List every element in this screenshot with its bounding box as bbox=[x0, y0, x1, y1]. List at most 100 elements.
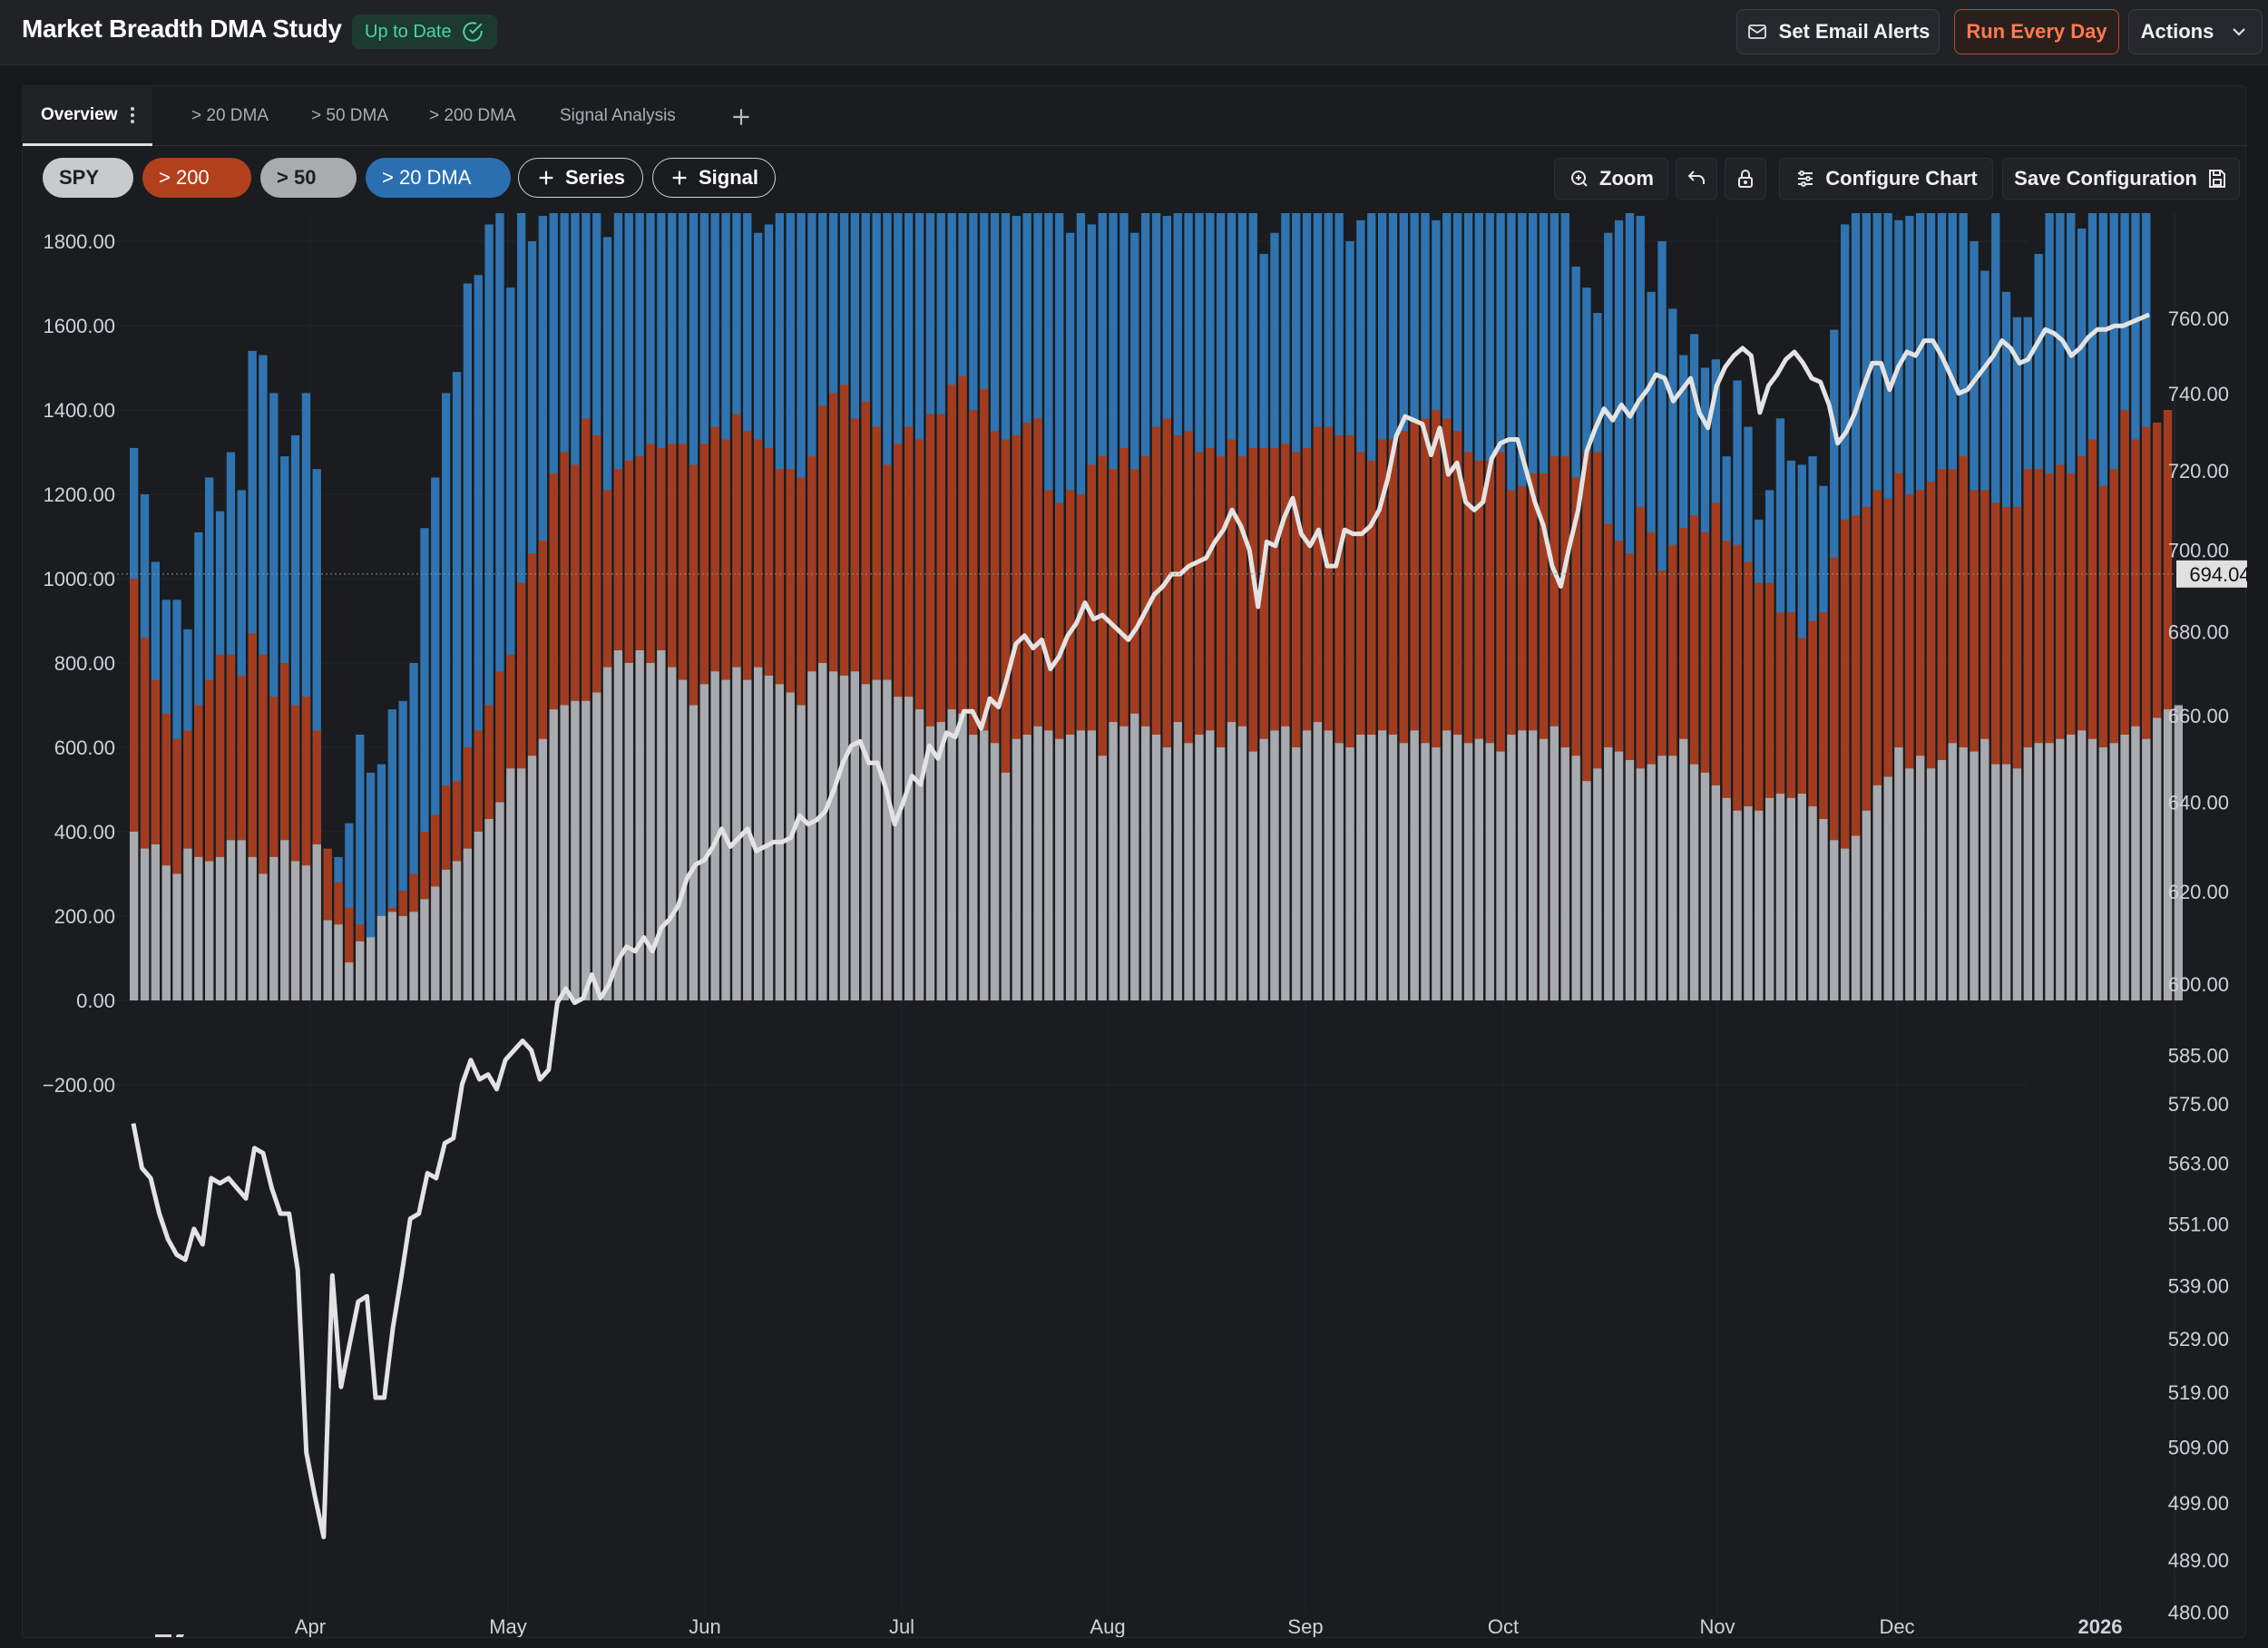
status-label: Up to Date bbox=[365, 21, 452, 42]
bar-50-dma bbox=[980, 730, 989, 1000]
save-icon bbox=[2208, 170, 2225, 188]
bar-200-dma bbox=[1636, 506, 1645, 1000]
bar-200-dma bbox=[1324, 426, 1333, 1001]
bar-200-dma bbox=[1905, 494, 1914, 1000]
bar-20-dma bbox=[506, 288, 515, 1001]
bar-50-dma bbox=[280, 840, 289, 1000]
bar-50-dma bbox=[237, 840, 246, 1000]
bar-50-dma bbox=[1334, 743, 1344, 1000]
tab-200-dma[interactable]: > 200 DMA bbox=[429, 86, 516, 146]
bar-200-dma bbox=[1173, 434, 1182, 1000]
zoom-icon bbox=[1571, 171, 1588, 187]
bar-200-dma bbox=[2098, 485, 2107, 1000]
save-configuration-button[interactable]: Save Configuration bbox=[2002, 158, 2240, 200]
bar-200-dma bbox=[1184, 431, 1193, 1001]
bar-50-dma bbox=[151, 844, 160, 1000]
bar-200-dma bbox=[194, 705, 203, 1000]
bar-50-dma bbox=[1970, 751, 1979, 1000]
tab-strip: Overview > 20 DMA > 50 DMA > 200 DMA Sig… bbox=[23, 86, 2247, 146]
tab-signal-analysis[interactable]: Signal Analysis bbox=[560, 86, 676, 146]
bar-200-dma bbox=[1571, 477, 1580, 1000]
bar-200-dma bbox=[1022, 422, 1031, 1000]
bar-50-dma bbox=[732, 667, 741, 1000]
set-email-alerts-button[interactable]: Set Email Alerts bbox=[1736, 9, 1940, 54]
bar-50-dma bbox=[1549, 726, 1559, 1001]
bar-50-dma bbox=[613, 650, 623, 1000]
tab-overview[interactable]: Overview bbox=[23, 86, 152, 146]
series-chip-spy[interactable]: SPY bbox=[43, 158, 133, 198]
bar-200-dma bbox=[1248, 447, 1257, 1000]
bar-200-dma bbox=[205, 679, 214, 1000]
bar-50-dma bbox=[2098, 747, 2107, 1000]
actions-dropdown[interactable]: Actions bbox=[2128, 9, 2263, 54]
bar-20-dma bbox=[301, 393, 311, 1000]
left-axis: 2800.002600.002400.002200.002000.001800.… bbox=[43, 230, 115, 1097]
bar-50-dma bbox=[1206, 730, 1215, 1000]
bar-200-dma bbox=[1937, 469, 1947, 1000]
bar-50-dma bbox=[1184, 743, 1193, 1000]
tab-signal-analysis-label: Signal Analysis bbox=[560, 106, 676, 125]
chart-area[interactable]: 2800.002600.002400.002200.002000.001800.… bbox=[23, 213, 2247, 1637]
bar-50-dma bbox=[1496, 751, 1505, 1000]
bar-200-dma bbox=[161, 713, 171, 1000]
study-panel: Overview > 20 DMA > 50 DMA > 200 DMA Sig… bbox=[22, 85, 2247, 1638]
tab-overview-label: Overview bbox=[41, 104, 118, 124]
bar-200-dma bbox=[969, 410, 978, 1000]
bar-50-dma bbox=[2034, 743, 2043, 1000]
right-axis-tick: 499.00 bbox=[2168, 1492, 2229, 1515]
bar-50-dma bbox=[1485, 743, 1494, 1000]
add-series-button[interactable]: Series bbox=[518, 158, 643, 198]
undo-button[interactable] bbox=[1676, 158, 1717, 200]
add-signal-button[interactable]: Signal bbox=[652, 158, 776, 198]
left-axis-tick: 1600.00 bbox=[43, 315, 115, 337]
bar-20-dma bbox=[495, 213, 504, 1001]
breadth-chart[interactable]: 2800.002600.002400.002200.002000.001800.… bbox=[23, 213, 2247, 1637]
x-axis-month-label: Aug bbox=[1090, 1615, 1125, 1637]
tab-50-dma[interactable]: > 50 DMA bbox=[311, 86, 388, 146]
bar-200-dma bbox=[2077, 456, 2087, 1001]
plus-icon bbox=[539, 171, 553, 185]
bar-50-dma bbox=[183, 848, 192, 1000]
bar-50-dma bbox=[1755, 810, 1764, 1001]
bar-50-dma bbox=[1980, 738, 1989, 1000]
left-axis-tick: 400.00 bbox=[54, 821, 115, 844]
configure-chart-button[interactable]: Configure Chart bbox=[1779, 158, 1993, 200]
bar-200-dma bbox=[1399, 431, 1408, 1001]
bar-50-dma bbox=[1872, 785, 1882, 1000]
run-every-day-button[interactable]: Run Every Day bbox=[1954, 9, 2119, 54]
bar-50-dma bbox=[2023, 747, 2032, 1000]
bar-50-dma bbox=[1582, 781, 1591, 1000]
bar-50-dma bbox=[2077, 730, 2087, 1000]
bar-200-dma bbox=[1033, 418, 1042, 1000]
right-axis-tick: 620.00 bbox=[2168, 881, 2229, 903]
series-chip-50[interactable]: > 50 bbox=[260, 158, 357, 198]
bar-50-dma bbox=[1378, 730, 1387, 1000]
series-chip-20-dma[interactable]: > 20 DMA bbox=[366, 158, 511, 198]
bar-200-dma bbox=[1098, 456, 1107, 1001]
right-axis-tick: 740.00 bbox=[2168, 383, 2229, 405]
more-vertical-icon[interactable] bbox=[130, 106, 134, 123]
add-tab-button[interactable] bbox=[721, 97, 761, 137]
bar-200-dma bbox=[1733, 544, 1742, 1000]
bar-50-dma bbox=[1270, 730, 1279, 1000]
status-badge: Up to Date bbox=[352, 15, 497, 49]
bar-200-dma bbox=[2034, 469, 2043, 1000]
bar-50-dma bbox=[1345, 747, 1354, 1000]
bar-50-dma bbox=[1926, 768, 1936, 1001]
right-axis-tick: 600.00 bbox=[2168, 973, 2229, 996]
series-chip-200[interactable]: > 200 bbox=[142, 158, 251, 198]
bar-50-dma bbox=[1722, 797, 1731, 1000]
bar-50-dma bbox=[1786, 797, 1795, 1000]
right-axis-tick: 551.00 bbox=[2168, 1213, 2229, 1235]
zoom-button[interactable]: Zoom bbox=[1554, 158, 1668, 200]
lock-button[interactable] bbox=[1725, 158, 1766, 200]
right-axis-tick: 539.00 bbox=[2168, 1275, 2229, 1298]
bar-50-dma bbox=[431, 886, 440, 1000]
bar-50-dma bbox=[635, 650, 644, 1000]
bar-50-dma bbox=[1055, 738, 1064, 1000]
bar-200-dma bbox=[990, 431, 1000, 1001]
tab-20-dma[interactable]: > 20 DMA bbox=[191, 86, 269, 146]
bar-50-dma bbox=[2087, 738, 2097, 1000]
bar-200-dma bbox=[1345, 434, 1354, 1000]
tab-200-dma-label: > 200 DMA bbox=[429, 106, 516, 125]
